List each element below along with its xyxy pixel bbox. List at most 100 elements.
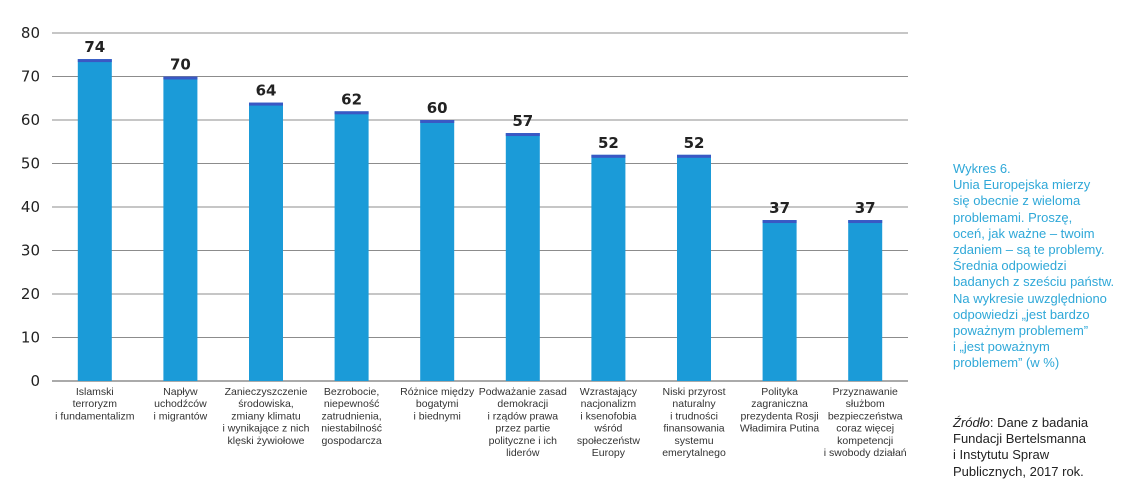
- figure-caption: Wykres 6. Unia Europejska mierzy się obecn…: [953, 161, 1139, 372]
- source-note: Źródło: Dane z badania Fundacji Bertelsm…: [953, 415, 1139, 480]
- x-tick-label-line: wśród: [593, 423, 622, 435]
- y-axis: 0 10 20 30 40 50 60 70 80: [21, 24, 40, 390]
- x-tick-label-line: i swobody działań: [824, 447, 907, 459]
- bar: [505, 133, 540, 381]
- source-label: Źródło: [953, 415, 990, 430]
- x-tick-label-line: Bezrobocie,: [324, 386, 379, 398]
- x-tick-label-line: systemu: [674, 435, 713, 447]
- x-tick-label-line: przez partie: [495, 423, 550, 435]
- bar-top: [762, 220, 797, 224]
- x-tick-label-line: Różnice między: [400, 386, 475, 398]
- source-line: : Dane z badania: [989, 415, 1089, 430]
- x-tick-label: Wzrastający nacjonalizm i ksenofobia wśród s…: [577, 386, 640, 459]
- data-label: 37: [769, 199, 790, 217]
- bar-chart: 0 10 20 30 40 50 60 70 80 74 70 64 62 60 57 52 52 37 37 I…: [21, 24, 908, 459]
- data-label: 60: [427, 99, 448, 117]
- caption-line: badanych z sześciu państw.: [953, 274, 1115, 290]
- caption-line: się obecnie z wieloma: [953, 193, 1081, 209]
- bar-top: [163, 76, 198, 80]
- x-tick-label-line: i wynikające z nich: [223, 423, 310, 435]
- source-line: Fundacji Bertelsmanna: [953, 431, 1086, 447]
- bar-top: [591, 154, 626, 158]
- x-tick-label-line: liderów: [506, 447, 540, 459]
- y-tick-label: 40: [21, 198, 40, 216]
- bar: [848, 220, 883, 381]
- caption-line: problemem” (w %): [953, 355, 1060, 371]
- caption-line: Unia Europejska mierzy: [953, 177, 1091, 193]
- x-tick-label-line: Wzrastający: [580, 386, 638, 398]
- bar: [334, 111, 369, 382]
- caption-line: Na wykresie uwzględniono: [953, 290, 1107, 306]
- x-tick-label: Przyznawanie służbom bezpieczeństwa coraz w…: [824, 386, 907, 459]
- bar-top: [334, 111, 369, 115]
- bar: [420, 120, 455, 381]
- bar-top: [505, 133, 540, 137]
- value-labels: 74 70 64 62 60 57 52 52 37 37: [84, 38, 875, 217]
- data-label: 57: [512, 112, 533, 130]
- x-tick-label-line: prezydenta Rosji: [740, 410, 818, 422]
- category-labels: Islamski terroryzm i fundamentalizm Napływ u…: [55, 386, 907, 459]
- data-label: 52: [684, 134, 705, 152]
- bar: [77, 59, 112, 381]
- bar-top: [848, 220, 883, 224]
- x-tick-label: Różnice między bogatymi i biednymi: [400, 386, 475, 422]
- x-tick-label-line: i rządów prawa: [487, 410, 558, 422]
- x-tick-label-line: Islamski: [76, 386, 114, 398]
- x-tick-label-line: gospodarcza: [322, 435, 382, 447]
- x-tick-label-line: bezpieczeństwa: [828, 410, 903, 422]
- x-tick-label-line: Europy: [592, 447, 626, 459]
- data-label: 64: [256, 82, 277, 100]
- x-tick-label-line: Zanieczyszczenie: [225, 386, 308, 398]
- caption-line: oceń, jak ważne – twoim: [953, 225, 1095, 241]
- data-label: 37: [855, 199, 876, 217]
- x-tick-label: Islamski terroryzm i fundamentalizm: [55, 386, 135, 422]
- x-tick-label-line: polityczne i ich: [489, 435, 557, 447]
- caption-line: odpowiedzi „jest bardzo: [953, 306, 1090, 322]
- y-tick-label: 0: [30, 372, 40, 390]
- bar: [677, 154, 711, 381]
- x-tick-label-line: Niski przyrost: [662, 386, 725, 398]
- x-tick-label-line: niestabilność: [321, 423, 382, 435]
- x-tick-label-line: i migrantów: [154, 410, 208, 422]
- x-tick-label: Polityka zagraniczna prezydenta Rosji Władi…: [740, 386, 820, 435]
- x-tick-label-line: Napływ: [163, 386, 198, 398]
- data-label: 62: [341, 90, 362, 108]
- bar-top: [249, 102, 283, 106]
- bars: [77, 59, 883, 382]
- x-tick-label: Napływ uchodźców i migrantów: [154, 386, 208, 422]
- x-tick-label-line: i fundamentalizm: [55, 410, 135, 422]
- x-tick-label-line: naturalny: [672, 398, 716, 410]
- y-tick-label: 80: [21, 24, 40, 42]
- x-tick-label-line: terroryzm: [73, 398, 118, 410]
- bar-top: [677, 154, 711, 158]
- data-label: 74: [84, 38, 105, 56]
- y-tick-label: 70: [21, 68, 40, 86]
- x-tick-label-line: uchodźców: [154, 398, 207, 410]
- x-tick-label-line: Polityka: [761, 386, 798, 398]
- x-tick-label-line: i biednymi: [414, 410, 461, 422]
- x-tick-label-line: nacjonalizm: [581, 398, 637, 410]
- caption-line: i „jest poważnym: [953, 339, 1050, 355]
- bar: [762, 220, 797, 381]
- y-tick-label: 20: [21, 285, 40, 303]
- x-tick-label: Niski przyrost naturalny i trudności finans…: [662, 386, 726, 459]
- x-tick-label-line: Władimira Putina: [740, 423, 820, 435]
- x-tick-label: Bezrobocie, niepewność zatrudnienia, niesta…: [321, 386, 382, 447]
- caption-line: poważnym problemem”: [953, 323, 1089, 339]
- x-tick-label-line: i ksenofobia: [580, 410, 636, 422]
- y-tick-label: 30: [21, 242, 40, 260]
- x-tick-label-line: emerytalnego: [662, 447, 726, 459]
- x-tick-label-line: niepewność: [324, 398, 379, 410]
- x-tick-label-line: zagraniczna: [751, 398, 808, 410]
- caption-line: Wykres 6.: [953, 161, 1011, 176]
- caption-line: zdaniem – są te problemy.: [953, 242, 1105, 258]
- y-tick-label: 50: [21, 155, 40, 173]
- bar-top: [77, 59, 112, 63]
- x-tick-label-line: i trudności: [670, 410, 718, 422]
- bar: [163, 76, 198, 381]
- x-tick-label-line: społeczeństw: [577, 435, 640, 447]
- source-line: i Instytutu Spraw: [953, 447, 1050, 463]
- x-tick-label-line: kompetencji: [837, 435, 893, 447]
- x-tick-label-line: służbom: [846, 398, 885, 410]
- x-tick-label-line: demokracji: [497, 398, 548, 410]
